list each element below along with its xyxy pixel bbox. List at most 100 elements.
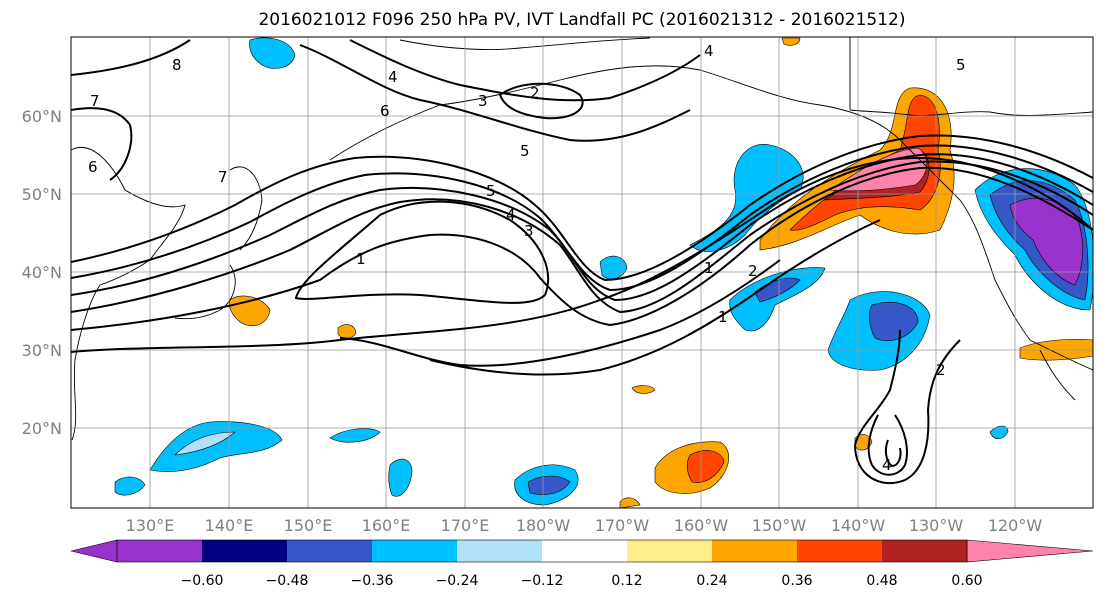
coastline-alaska [329,65,901,161]
contour-label: 2 [748,262,758,280]
colorbar-bin [882,540,967,562]
negative-anomaly-bering [249,37,296,69]
contour-label: 7 [218,168,228,186]
contour-label: 2 [530,84,540,102]
colorbar-tick-label: 0.24 [696,573,727,589]
coastline-canada-north [849,37,1093,117]
contour-label: 4 [388,68,398,86]
lon-label: 150°W [752,516,807,535]
contour-label: 5 [520,142,530,160]
positive-anomaly-hawaii-south-2 [686,450,725,483]
negative-anomaly-west-pacific [149,421,283,472]
pv-contours [71,39,1093,485]
pv-contour-south-1 [339,259,781,367]
contour-label: 2 [936,361,946,379]
colorbar-tick-label: 0.48 [866,573,897,589]
pv-contour-subtropical-ridge [853,329,961,485]
pv-contour-closed-low [294,200,550,304]
gridlines [71,37,1093,508]
negative-anomaly-west-pacific-2 [174,431,236,456]
map-frame [70,36,1094,509]
lat-label: 40°N [22,263,62,282]
contour-label: 3 [478,92,488,110]
figure-title: 2016021012 F096 250 hPa PV, IVT Landfall… [258,10,905,30]
colorbar: −0.60 −0.48 −0.36 −0.24 −0.12 0.12 0.24 … [70,539,1094,589]
negative-anomaly-small [599,255,628,280]
positive-anomaly-small-6 [631,385,656,394]
negative-anomaly-east-2 [869,302,919,342]
pv-contour-jet-5 [71,144,1093,292]
longitude-labels: 130°E 140°E 150°E 160°E 170°E 180°W 170°… [126,516,1043,535]
lon-label: 140°E [205,516,254,535]
lon-label: 180°W [516,516,571,535]
pv-contour-subtropical-ridge-3 [884,439,902,468]
lon-label: 130°W [909,516,964,535]
negative-anomaly-south-2 [527,475,571,495]
contour-label: 4 [704,42,714,60]
colorbar-tick-label: 0.12 [611,573,642,589]
colorbar-bin [372,540,457,562]
colorbar-bin [627,540,712,562]
colorbar-tick-label: −0.48 [266,573,309,589]
lon-label: 140°W [831,516,886,535]
coastline-japan [174,264,236,320]
contour-label: 5 [486,182,496,200]
lat-label: 60°N [22,107,62,126]
contour-label: 8 [172,56,182,74]
lon-label: 160°E [362,516,411,535]
lon-label: 130°E [126,516,175,535]
contour-label: 4 [882,456,892,474]
pv-contour-subtropical-ridge-2 [867,414,908,476]
pv-contour-jet-6 [71,134,1093,282]
negative-anomaly-north-central [689,144,804,252]
negative-anomaly-central-pacific [729,267,826,332]
colorbar-bin [797,540,882,562]
contour-label: 6 [380,102,390,120]
colorbar-bin [712,540,797,562]
colorbar-extend-min [70,539,118,563]
lat-label: 30°N [22,341,62,360]
pv-contour-north-3 [498,82,584,120]
negative-anomaly-small-4 [989,425,1009,440]
coastline-baja [1039,349,1076,401]
pv-contour-jet-2 [71,166,1093,331]
colorbar-frame [116,539,968,563]
coastline-canada [899,139,1093,371]
colorbar-tick-label: −0.24 [436,573,479,589]
colorbar-bin [117,540,202,562]
lon-label: 150°E [284,516,333,535]
colorbar-tick-label: −0.12 [521,573,564,589]
pv-contour-north-1 [299,44,691,142]
contour-label: 1 [356,250,366,268]
colorbar-tick-label: −0.36 [351,573,394,589]
contour-label: 4 [506,206,516,224]
coastline-kamchatka [229,166,263,251]
latitude-labels: 60°N 50°N 40°N 30°N 20°N [22,107,62,438]
contour-label: 7 [90,92,100,110]
lon-label: 120°W [988,516,1043,535]
pv-contour-south-2 [429,219,881,376]
contour-label: 1 [704,259,714,277]
lon-label: 160°W [674,516,729,535]
coastline-alaska-north [399,37,651,51]
colorbar-bin [287,540,372,562]
map-panel: 1 1 1 2 2 3 3 4 4 4 5 5 5 6 6 7 7 8 4 2 [71,37,1093,508]
lat-label: 20°N [22,419,62,438]
negative-anomaly-small-3 [329,428,381,443]
lat-label: 50°N [22,185,62,204]
contour-label: 1 [718,308,728,326]
lon-label: 170°E [441,516,490,535]
negative-anomaly-small-2 [114,476,146,496]
pv-contour-west-1 [71,39,191,76]
colorbar-bin [202,540,287,562]
lon-label: 170°W [595,516,650,535]
colorbar-tick-label: 0.60 [951,573,982,589]
pv-contour-labels: 1 1 1 2 2 3 3 4 4 4 5 5 5 6 6 7 7 8 4 2 [88,42,966,474]
colorbar-extend-max [966,539,1094,563]
contour-label: 5 [956,56,966,74]
pv-contour-jet-1 [71,156,1093,353]
colorbar-bin [542,540,627,562]
colorbar-bin [457,540,542,562]
negative-anomaly-south-3 [388,458,413,497]
